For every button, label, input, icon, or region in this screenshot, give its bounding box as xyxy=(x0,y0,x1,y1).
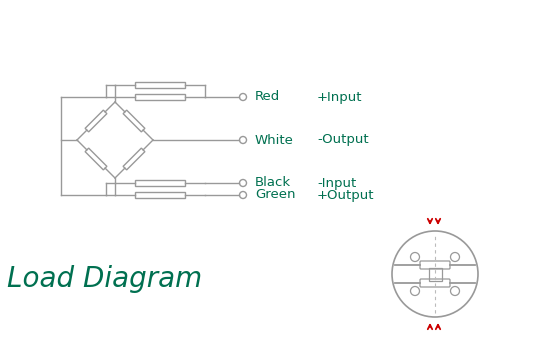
Bar xyxy=(135,180,185,186)
Text: Load Diagram: Load Diagram xyxy=(8,265,202,293)
Text: White: White xyxy=(255,133,294,147)
Bar xyxy=(135,192,185,198)
Bar xyxy=(135,82,185,88)
Text: +Output: +Output xyxy=(317,188,374,201)
Text: Green: Green xyxy=(255,188,295,201)
Bar xyxy=(429,268,441,280)
Text: -Input: -Input xyxy=(317,177,356,189)
Text: +Input: +Input xyxy=(317,91,362,103)
Text: -Output: -Output xyxy=(317,133,368,147)
Text: Red: Red xyxy=(255,91,280,103)
Bar xyxy=(135,94,185,100)
Text: Black: Black xyxy=(255,177,291,189)
